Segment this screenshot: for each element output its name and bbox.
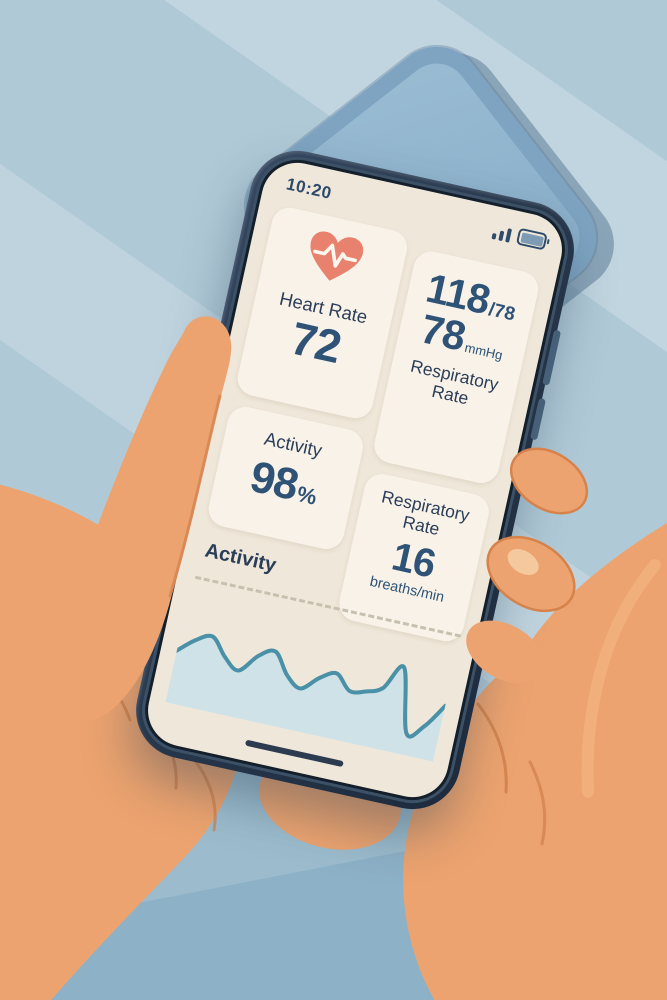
respiratory-rate-card[interactable]: Respiratory Rate 16 breaths/min bbox=[335, 470, 493, 645]
bp-secondary-value: 78 bbox=[416, 305, 470, 360]
battery-fill bbox=[520, 231, 544, 247]
activity-card[interactable]: Activity 98 % bbox=[205, 403, 367, 553]
heart-rate-card[interactable]: Heart Rate 72 bbox=[234, 204, 411, 422]
status-icons bbox=[490, 222, 550, 251]
bp-unit-label: mmHg bbox=[463, 339, 505, 363]
heart-ecg-icon bbox=[310, 231, 364, 281]
signal-bars-icon bbox=[490, 225, 513, 243]
status-time: 10:20 bbox=[284, 174, 334, 203]
activity-chart-title: Activity bbox=[202, 539, 279, 577]
activity-value: 98 bbox=[245, 452, 303, 511]
bp-diastolic-suffix: /78 bbox=[486, 299, 518, 326]
home-indicator[interactable] bbox=[244, 739, 344, 768]
activity-unit: % bbox=[294, 481, 320, 510]
chart-area-fill bbox=[165, 635, 446, 762]
battery-cap bbox=[546, 238, 550, 245]
battery-icon bbox=[515, 227, 550, 251]
